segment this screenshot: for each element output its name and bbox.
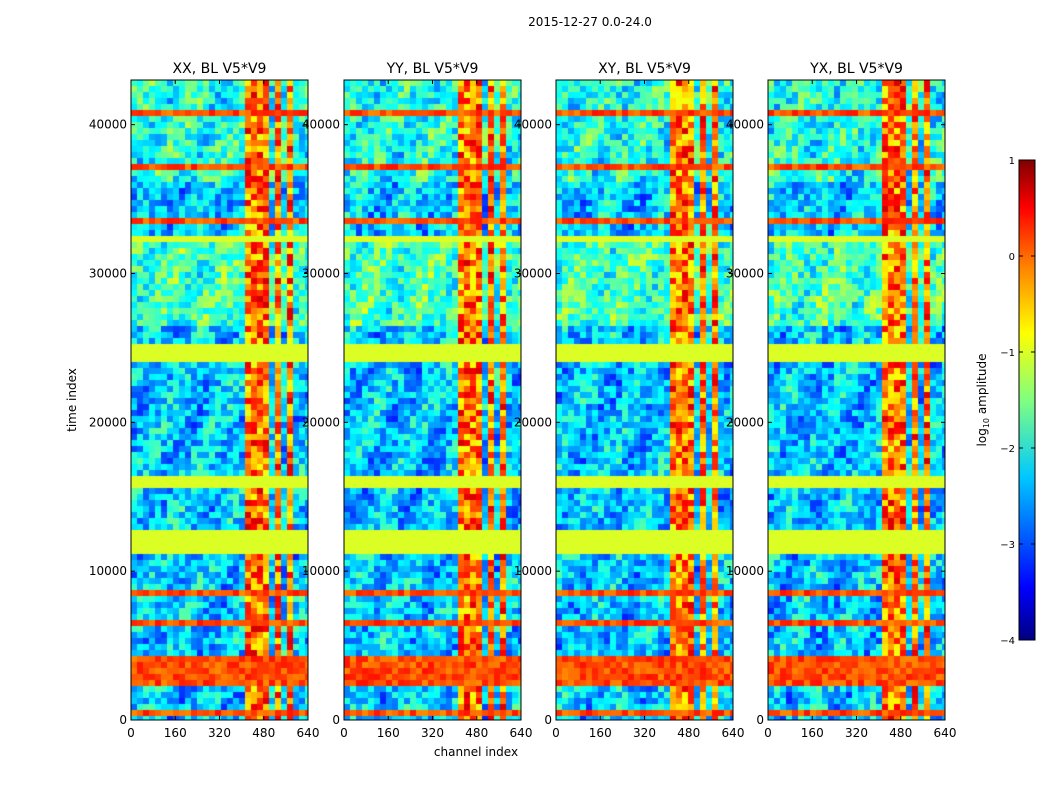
x-tick-label: 480 — [465, 726, 488, 740]
y-tick-label: 20000 — [726, 415, 764, 429]
panel-4: YX, BL V5*V9 0 160 320 480 640 0 10000 20000 3000… — [726, 61, 957, 740]
x-tick-label: 320 — [633, 726, 656, 740]
y-tick-label: 10000 — [89, 564, 127, 578]
y-axis-label: time index — [65, 368, 79, 432]
colorbar-label-rest: amplitude — [975, 354, 989, 418]
colorbar-tick-label: −3 — [1000, 540, 1015, 551]
x-tick-label: 640 — [510, 726, 533, 740]
colorbar-tick-label: 0 — [1009, 252, 1015, 263]
y-tick-label: 10000 — [726, 564, 764, 578]
colorbar-tick-label: −2 — [1000, 444, 1015, 455]
x-axis-label: channel index — [434, 745, 518, 759]
figure-suptitle: 2015-12-27 0.0-24.0 — [528, 15, 652, 29]
y-tick-label: 30000 — [514, 266, 552, 280]
y-tick-label: 30000 — [89, 266, 127, 280]
x-tick-label: 320 — [845, 726, 868, 740]
panel-1: XX, BL V5*V9 0 160 320 480 640 0 10000 20000 3000… — [89, 61, 320, 740]
colorbar-ticks: 1 0 −1 −2 −3 −4 — [1000, 156, 1035, 647]
x-tick-label: 480 — [889, 726, 912, 740]
colorbar-tick-label: 1 — [1009, 156, 1015, 167]
panel-2: YY, BL V5*V9 0 160 320 480 640 0 10000 20000 3000… — [302, 61, 533, 740]
panel-title: XY, BL V5*V9 — [598, 61, 691, 77]
y-tick-label: 0 — [119, 713, 127, 727]
panel-group: XX, BL V5*V9 0 160 320 480 640 0 10000 20000 3000… — [89, 61, 957, 740]
y-tick-label: 40000 — [514, 118, 552, 132]
y-tick-label: 30000 — [302, 266, 340, 280]
y-tick-label: 40000 — [89, 118, 127, 132]
y-tick-label: 0 — [756, 713, 764, 727]
colorbar-tick-label: −1 — [1000, 348, 1015, 359]
panel-heatmap-image — [556, 80, 733, 720]
colorbar-label-log: log — [975, 428, 989, 446]
panel-title: YX, BL V5*V9 — [809, 61, 903, 77]
x-tick-label: 0 — [340, 726, 348, 740]
x-tick-label: 160 — [589, 726, 612, 740]
y-tick-label: 10000 — [514, 564, 552, 578]
y-tick-label: 0 — [544, 713, 552, 727]
x-tick-label: 320 — [208, 726, 231, 740]
panel-heatmap-image — [344, 80, 521, 720]
y-tick-label: 40000 — [302, 118, 340, 132]
y-tick-label: 30000 — [726, 266, 764, 280]
panel-heatmap-image — [768, 80, 945, 720]
colorbar-gradient — [1018, 159, 1036, 641]
x-tick-label: 640 — [297, 726, 320, 740]
panel-heatmap-image — [131, 80, 308, 720]
x-tick-label: 640 — [934, 726, 957, 740]
panel-title: YY, BL V5*V9 — [386, 61, 479, 77]
panel-3: XY, BL V5*V9 0 160 320 480 640 0 10000 20000 3000… — [514, 61, 745, 740]
x-tick-label: 640 — [722, 726, 745, 740]
colorbar: 10−1−2−3−4 log10 amplitude — [975, 156, 1036, 647]
x-tick-label: 320 — [421, 726, 444, 740]
x-tick-label: 480 — [677, 726, 700, 740]
y-tick-label: 0 — [332, 713, 340, 727]
y-tick-label: 20000 — [302, 415, 340, 429]
y-tick-label: 20000 — [514, 415, 552, 429]
y-tick-label: 10000 — [302, 564, 340, 578]
x-tick-label: 160 — [801, 726, 824, 740]
x-tick-label: 160 — [164, 726, 187, 740]
x-tick-label: 480 — [252, 726, 275, 740]
colorbar-label-sub: 10 — [982, 418, 991, 428]
x-tick-label: 0 — [552, 726, 560, 740]
x-tick-label: 0 — [127, 726, 135, 740]
y-tick-label: 40000 — [726, 118, 764, 132]
colorbar-label: log10 amplitude — [975, 354, 991, 447]
y-tick-label: 20000 — [89, 415, 127, 429]
colorbar-tick-label: −4 — [1000, 636, 1015, 647]
x-tick-label: 160 — [377, 726, 400, 740]
panel-title: XX, BL V5*V9 — [173, 61, 267, 77]
x-tick-label: 0 — [764, 726, 772, 740]
